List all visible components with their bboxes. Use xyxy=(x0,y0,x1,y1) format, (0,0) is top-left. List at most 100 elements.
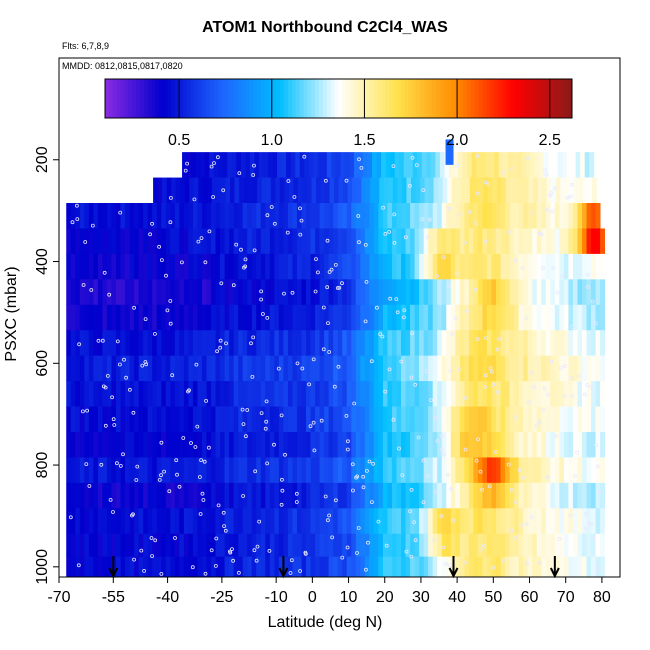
heatmap-cell xyxy=(233,556,239,578)
heatmap-cell xyxy=(215,228,221,255)
heatmap-cell xyxy=(134,457,140,484)
heatmap-cell xyxy=(586,508,592,535)
heatmap-cell xyxy=(120,330,126,357)
heatmap-cell xyxy=(568,406,574,433)
sample-point xyxy=(495,347,500,352)
sample-point xyxy=(197,475,202,479)
heatmap-cell xyxy=(346,457,352,484)
heatmap-cell xyxy=(342,228,348,255)
heatmap-cell xyxy=(229,228,235,255)
heatmap-cell xyxy=(450,457,456,484)
heatmap-cell xyxy=(455,330,461,357)
sample-point xyxy=(445,472,450,477)
heatmap-cell xyxy=(496,355,501,382)
heatmap-cell xyxy=(192,556,198,578)
sample-point xyxy=(323,178,328,183)
heatmap-cell xyxy=(396,253,402,280)
heatmap-cell xyxy=(515,177,520,204)
heatmap-cell xyxy=(306,253,311,280)
heatmap-cell xyxy=(66,482,72,509)
heatmap-cell xyxy=(265,330,271,357)
heatmap-cell xyxy=(464,203,470,229)
heatmap-cell xyxy=(437,482,443,509)
heatmap-cell xyxy=(536,381,542,407)
heatmap-cell xyxy=(315,253,320,280)
heatmap-cell xyxy=(494,152,500,178)
heatmap-cell xyxy=(405,381,411,407)
sample-point xyxy=(392,240,397,245)
heatmap-cell xyxy=(486,431,492,458)
heatmap-cell xyxy=(310,253,316,280)
heatmap-cell xyxy=(550,406,556,433)
sample-point xyxy=(267,549,272,553)
heatmap-cell xyxy=(572,482,578,509)
heatmap-cell xyxy=(542,177,548,204)
heatmap-cell xyxy=(220,253,225,280)
heatmap-cell xyxy=(473,431,479,458)
sample-point xyxy=(363,567,368,572)
sample-point xyxy=(218,338,223,343)
heatmap-cell xyxy=(256,508,262,535)
heatmap-cell xyxy=(224,457,230,484)
heatmap-cell xyxy=(527,203,533,229)
heatmap-cell xyxy=(444,152,450,178)
heatmap-cell xyxy=(473,253,479,280)
heatmap-cell xyxy=(206,253,212,280)
heatmap-cell xyxy=(215,330,221,357)
heatmap-cell xyxy=(272,152,278,178)
heatmap-cell xyxy=(296,533,302,558)
heatmap-cell xyxy=(467,152,472,178)
heatmap-cell xyxy=(401,304,406,331)
heatmap-cell xyxy=(373,556,379,578)
heatmap-cell xyxy=(195,152,201,178)
heatmap-cell xyxy=(432,304,438,331)
heatmap-cell xyxy=(211,457,216,484)
heatmap-cell xyxy=(388,177,394,204)
heatmap-cell xyxy=(66,508,72,535)
heatmap-cell xyxy=(595,482,601,509)
heatmap-cell xyxy=(156,533,162,558)
heatmap-cell xyxy=(387,533,393,558)
heatmap-cell xyxy=(337,508,343,535)
heatmap-cell xyxy=(152,304,158,331)
sample-point xyxy=(299,218,304,223)
sample-point xyxy=(107,292,112,297)
sample-point xyxy=(361,485,366,490)
heatmap-cell xyxy=(143,355,149,382)
heatmap-cell xyxy=(419,406,425,433)
heatmap-cell xyxy=(301,253,307,280)
colorbar-swatch xyxy=(319,79,324,118)
heatmap-cell xyxy=(147,203,153,229)
heatmap-cell xyxy=(462,152,468,178)
heatmap-cell xyxy=(170,457,176,484)
sample-point xyxy=(539,232,544,237)
heatmap-cell xyxy=(179,381,185,407)
heatmap-cell xyxy=(138,253,144,280)
heatmap-cell xyxy=(183,330,189,357)
heatmap-cell xyxy=(328,533,334,558)
heatmap-cell xyxy=(179,228,185,255)
heatmap-cell xyxy=(315,431,320,458)
colorbar-swatch xyxy=(486,79,491,118)
heatmap-cell xyxy=(201,279,207,306)
heatmap-cell xyxy=(204,152,210,178)
heatmap-cell xyxy=(215,203,221,229)
heatmap-cell xyxy=(365,177,371,204)
heatmap-cell xyxy=(182,152,187,178)
sample-point xyxy=(542,386,547,391)
heatmap-cell xyxy=(161,556,167,578)
heatmap-cell xyxy=(116,533,121,558)
heatmap-cell xyxy=(514,431,520,458)
heatmap-cell xyxy=(486,482,492,509)
heatmap-cell xyxy=(572,457,578,484)
heatmap-cell xyxy=(378,508,384,535)
heatmap-cell xyxy=(346,355,352,382)
heatmap-cell xyxy=(432,508,438,535)
heatmap-cell xyxy=(437,228,443,255)
heatmap-cell xyxy=(448,152,454,178)
colorbar-swatch xyxy=(357,79,363,118)
heatmap-cell xyxy=(532,355,538,382)
sample-point xyxy=(513,536,517,540)
heatmap-cell xyxy=(382,203,388,229)
heatmap-cell xyxy=(486,253,492,280)
